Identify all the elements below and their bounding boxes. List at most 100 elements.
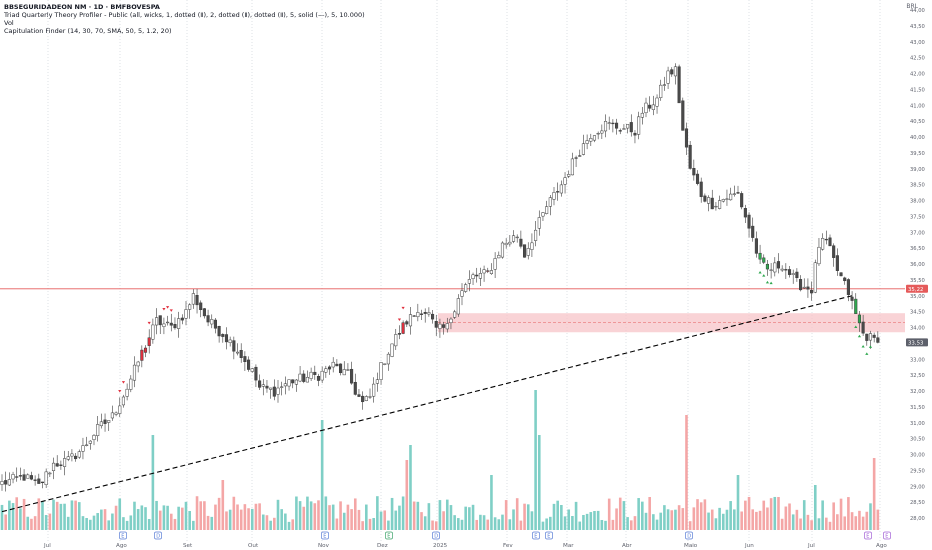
- candle-body: [7, 479, 11, 486]
- y-tick-label: 28,50: [910, 500, 925, 506]
- y-tick-label: 39,50: [910, 151, 925, 157]
- volume-bar: [111, 513, 114, 530]
- volume-bar: [70, 500, 74, 530]
- candle-body: [305, 377, 309, 383]
- volume-bar: [707, 512, 710, 530]
- candle-body: [603, 121, 608, 132]
- x-tick-label: Jul: [43, 543, 51, 549]
- volume-bar: [832, 502, 835, 530]
- volume-bar: [696, 499, 699, 530]
- y-tick-label: 40,00: [910, 135, 925, 141]
- candle-body: [390, 343, 394, 357]
- candle-body: [559, 184, 563, 194]
- candle-body: [51, 462, 56, 471]
- candle-body: [339, 363, 343, 374]
- volume-bar: [615, 508, 618, 530]
- volume-bar: [618, 497, 622, 530]
- volume-bar: [387, 520, 390, 530]
- candle-body: [361, 395, 365, 403]
- volume-bar: [30, 518, 33, 530]
- candle-body: [581, 143, 585, 155]
- candle-body: [180, 317, 184, 321]
- volume-bar: [563, 516, 567, 530]
- volume-bar: [37, 498, 41, 530]
- candle-body: [662, 84, 666, 86]
- volume-bar: [648, 497, 651, 530]
- y-tick-label: 43,00: [910, 40, 925, 46]
- volume-bar: [777, 496, 780, 530]
- volume-bar: [232, 496, 236, 530]
- signal-arrow: [868, 345, 873, 348]
- volume-bar: [637, 498, 640, 530]
- volume-bar: [328, 505, 331, 530]
- y-tick-label: 41,00: [910, 103, 925, 109]
- volume-bar: [225, 511, 228, 530]
- volume-bar: [214, 504, 217, 530]
- volume-bar: [633, 516, 637, 530]
- event-marker: [154, 531, 162, 540]
- candle-body: [651, 104, 655, 110]
- candle-body: [839, 272, 843, 277]
- indicator-legend-capitulation[interactable]: Capitulation Finder (14, 30, 70, SMA, 50…: [4, 27, 172, 35]
- candle-body: [574, 157, 578, 159]
- candle-body: [379, 362, 383, 380]
- volume-bar: [865, 511, 869, 530]
- candle-body: [659, 84, 663, 98]
- indicator-legend-volume[interactable]: Vol: [4, 19, 14, 27]
- volume-bar: [681, 508, 685, 530]
- volume-bar: [549, 516, 552, 530]
- candle-body: [714, 205, 718, 208]
- candle-body: [460, 290, 464, 297]
- volume-bar: [239, 509, 243, 530]
- volume-bar: [166, 505, 169, 530]
- volume-bar: [574, 501, 578, 530]
- y-tick-label: 30,00: [910, 453, 925, 459]
- y-tick-label: 33,00: [910, 357, 925, 363]
- volume-bar: [769, 498, 773, 530]
- volume-bar: [302, 506, 306, 530]
- event-marker-label: E: [885, 534, 888, 540]
- candle-body: [316, 375, 321, 381]
- candle-body: [397, 333, 401, 335]
- x-tick-label: 2025: [433, 543, 448, 549]
- volume-bar: [523, 503, 526, 530]
- signal-arrow: [861, 344, 865, 348]
- volume-bar: [383, 510, 387, 530]
- candle-body: [843, 277, 847, 282]
- volume-bar: [729, 501, 732, 530]
- indicator-legend-triad[interactable]: Triad Quarterly Theory Profiler - Public…: [4, 11, 365, 19]
- volume-bar: [295, 496, 298, 530]
- candle-body: [431, 313, 435, 320]
- y-tick-label: 28,00: [910, 516, 925, 522]
- volume-bar: [626, 517, 629, 530]
- volume-bar: [876, 509, 880, 530]
- y-tick-label: 31,50: [910, 405, 925, 411]
- y-tick-label: 40,50: [910, 119, 925, 125]
- candle-body: [294, 379, 298, 385]
- candle-body: [77, 451, 81, 458]
- candle-body: [177, 318, 181, 329]
- volume-bar: [611, 519, 615, 530]
- volume-bar: [331, 504, 335, 530]
- volume-bar: [306, 496, 309, 530]
- candle-body: [121, 396, 125, 406]
- candle-body: [846, 279, 850, 295]
- volume-bar: [269, 520, 272, 530]
- volume-bar: [434, 521, 438, 530]
- candle-body: [732, 193, 736, 195]
- x-tick-label: Jun: [744, 543, 754, 549]
- trendline: [1, 295, 853, 513]
- volume-bar: [144, 507, 147, 530]
- candle-body: [824, 238, 828, 241]
- volume-bar: [372, 518, 375, 530]
- volume-bar: [641, 501, 644, 530]
- candle-body: [688, 144, 692, 169]
- volume-bar: [221, 480, 225, 530]
- candle-body: [828, 237, 832, 247]
- volume-bar: [482, 515, 486, 530]
- volume-bar: [199, 501, 203, 530]
- signal-arrow: [397, 318, 402, 322]
- candle-body: [419, 313, 424, 315]
- y-tick-label: 29,00: [910, 484, 925, 490]
